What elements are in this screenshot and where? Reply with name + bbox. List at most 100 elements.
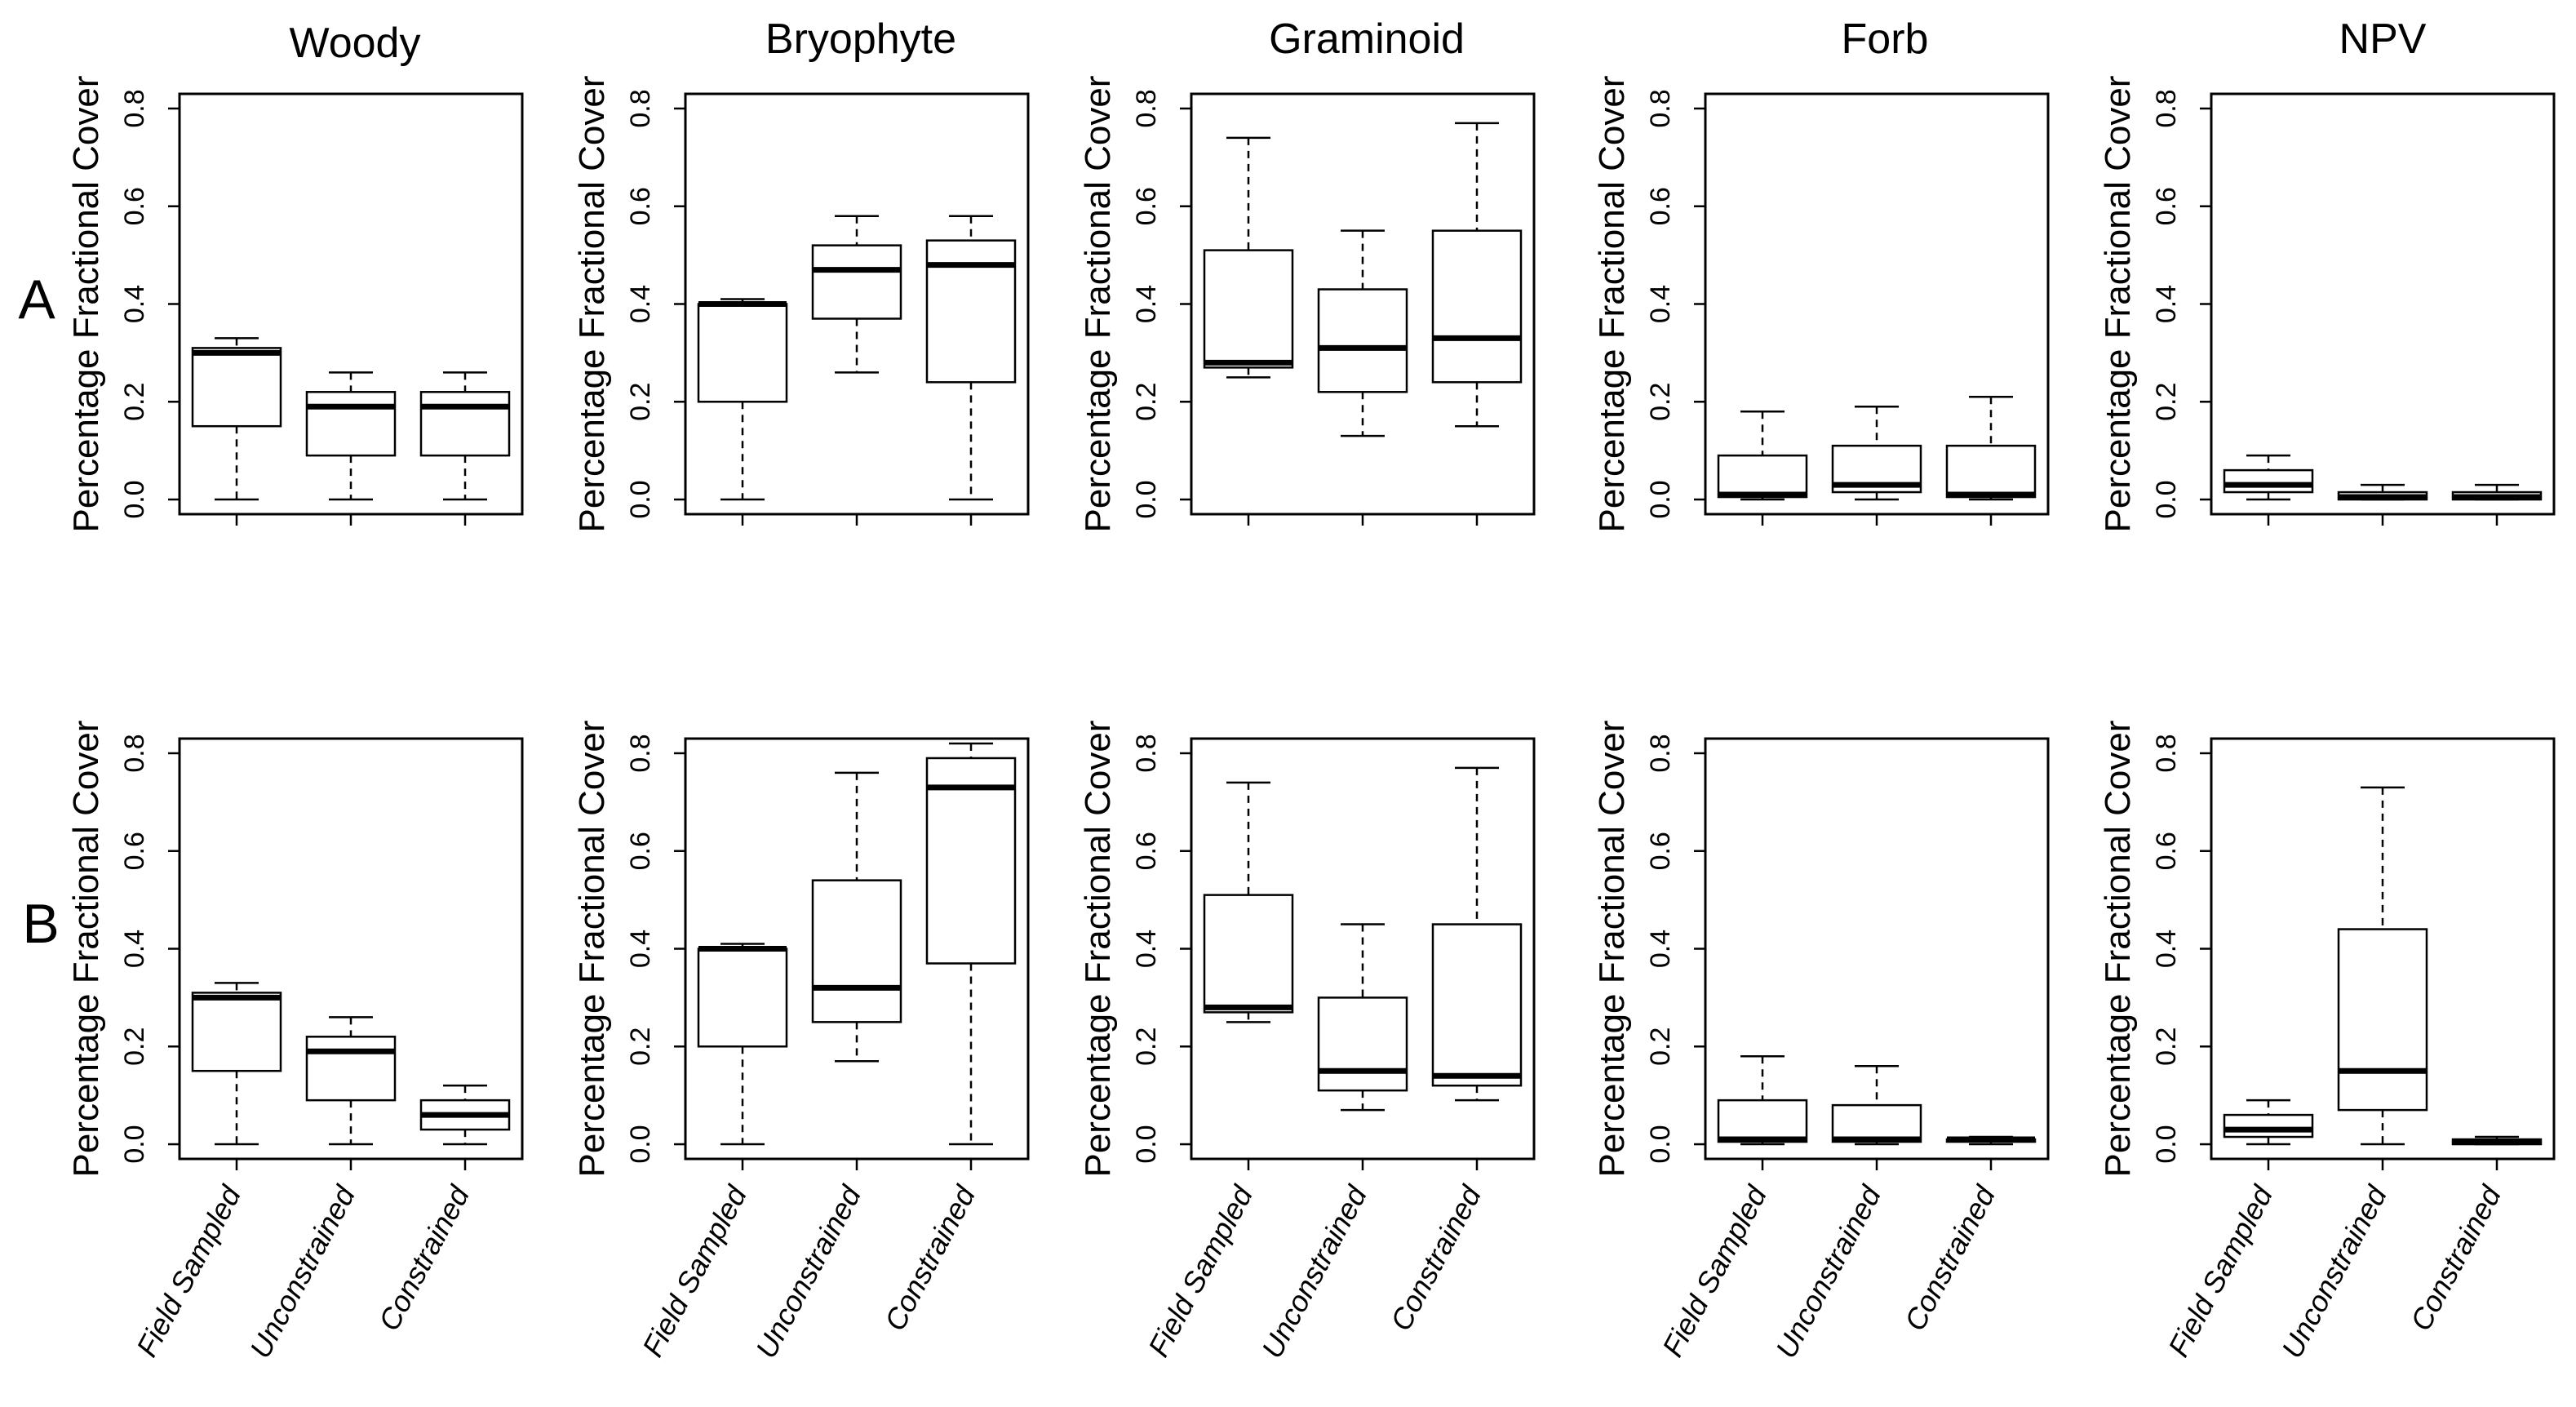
y-tick-label: 0.6 <box>1131 187 1162 225</box>
y-tick-label: 0.6 <box>119 187 150 225</box>
y-tick-label: 0.8 <box>1645 734 1676 772</box>
y-tick-label: 0.4 <box>625 285 656 323</box>
box-field-sampled <box>191 337 282 526</box>
x-category-label: Field Sampled <box>636 1180 754 1362</box>
y-tick-label: 0.8 <box>1131 89 1162 127</box>
y-tick-label: 0.8 <box>625 89 656 127</box>
x-category-label: Field Sampled <box>2161 1180 2280 1362</box>
iqr-box <box>1831 444 1922 494</box>
iqr-box <box>1203 894 1294 1014</box>
y-tick-label: 0.2 <box>1645 1028 1676 1066</box>
x-category-label: Field Sampled <box>1142 1180 1260 1362</box>
y-tick-label: 0.2 <box>2151 1028 2182 1066</box>
y-tick-label: 0.0 <box>119 1125 150 1163</box>
box-field-sampled <box>697 298 788 526</box>
panel-b-graminoid: 0.0 0.2 0.4 0.6 0.8 Percentage Fractional Cov… <box>1078 720 1536 1364</box>
y-tick-label: 0.4 <box>119 930 150 968</box>
x-category-label: Constrained <box>372 1180 477 1337</box>
y-tick-label: 0.2 <box>625 1028 656 1066</box>
panel-a-bryophyte: 0.0 0.2 0.4 0.6 0.8 Percentage Fractional Cov… <box>572 75 1030 533</box>
box-constrained: Constrained <box>1898 1135 2037 1336</box>
x-category-label: Constrained <box>2404 1180 2508 1337</box>
panel-a-woody: 0.0 0.2 0.4 0.6 0.8 Percentage Fractional Cov… <box>66 75 524 533</box>
y-axis-label: Percentage Fractional Cover <box>1078 720 1118 1177</box>
plot-frame <box>1190 92 1536 516</box>
box-constrained <box>419 371 511 526</box>
y-tick-label: 0.0 <box>1131 1125 1162 1163</box>
box-unconstrained <box>1831 406 1922 526</box>
y-tick-label: 0.6 <box>1131 832 1162 870</box>
row-label-a: A <box>18 269 55 331</box>
box-constrained <box>925 215 1017 526</box>
box-constrained <box>1945 396 2037 526</box>
panel-b-woody: 0.0 0.2 0.4 0.6 0.8 Percentage Fractional Cov… <box>66 720 524 1364</box>
panel-b-forb: 0.0 0.2 0.4 0.6 0.8 Percentage Fractional Cov… <box>1592 720 2050 1364</box>
y-tick-label: 0.0 <box>2151 1125 2182 1163</box>
box-unconstrained <box>811 215 902 526</box>
col-title-npv: NPV <box>2339 16 2427 63</box>
y-tick-label: 0.4 <box>1645 285 1676 323</box>
iqr-box <box>305 391 397 457</box>
y-tick-label: 0.4 <box>2151 930 2182 968</box>
box-constrained: Constrained <box>2404 1135 2543 1337</box>
y-tick-label: 0.0 <box>2151 480 2182 518</box>
iqr-box <box>811 879 902 1023</box>
y-axis-label: Percentage Fractional Cover <box>2098 75 2138 532</box>
y-tick-label: 0.0 <box>1645 480 1676 518</box>
y-axis-label: Percentage Fractional Cover <box>66 720 106 1177</box>
col-title-forb: Forb <box>1842 16 1929 63</box>
y-axis-label: Percentage Fractional Cover <box>1592 720 1632 1177</box>
y-tick-label: 0.4 <box>1131 285 1162 323</box>
x-category-label: Unconstrained <box>749 1180 868 1364</box>
y-tick-label: 0.4 <box>2151 285 2182 323</box>
column-titles: Woody Bryophyte Graminoid Forb NPV <box>290 16 2427 67</box>
x-category-label: Unconstrained <box>1769 1180 1888 1364</box>
iqr-box <box>2223 468 2314 494</box>
y-tick-label: 0.0 <box>625 1125 656 1163</box>
box-unconstrained <box>1317 229 1408 526</box>
y-tick-label: 0.6 <box>1645 187 1676 225</box>
iqr-box <box>1203 249 1294 369</box>
x-category-label: Constrained <box>878 1180 982 1337</box>
iqr-box <box>2337 928 2428 1112</box>
y-tick-label: 0.2 <box>1645 383 1676 421</box>
iqr-box <box>1317 288 1408 393</box>
y-tick-label: 0.0 <box>119 480 150 518</box>
iqr-box <box>1431 923 1523 1087</box>
x-category-label: Unconstrained <box>2275 1180 2394 1364</box>
y-tick-label: 0.6 <box>625 187 656 225</box>
iqr-box <box>1431 229 1523 384</box>
row-label-b: B <box>22 893 59 955</box>
y-tick-label: 0.8 <box>1645 89 1676 127</box>
y-axis-label: Percentage Fractional Cover <box>1078 75 1118 532</box>
col-title-graminoid: Graminoid <box>1269 16 1465 63</box>
x-category-label: Constrained <box>1384 1180 1488 1337</box>
y-tick-label: 0.4 <box>1131 930 1162 968</box>
y-tick-label: 0.8 <box>2151 734 2182 772</box>
iqr-box <box>305 1036 397 1102</box>
y-tick-label: 0.4 <box>625 930 656 968</box>
y-tick-label: 0.2 <box>625 383 656 421</box>
y-tick-label: 0.2 <box>1131 1028 1162 1066</box>
iqr-box <box>925 239 1017 384</box>
row-labels: A B <box>18 269 59 955</box>
panels: 0.0 0.2 0.4 0.6 0.8 Percentage Fractional Cov… <box>66 75 2556 1364</box>
iqr-box <box>2223 1113 2314 1138</box>
panel-b-bryophyte: 0.0 0.2 0.4 0.6 0.8 Percentage Fractional Cov… <box>572 720 1030 1364</box>
y-tick-label: 0.2 <box>119 383 150 421</box>
plot-frame <box>178 737 524 1161</box>
panel-b-npv: 0.0 0.2 0.4 0.6 0.8 Percentage Fractional Cov… <box>2098 720 2556 1364</box>
iqr-box <box>811 244 902 320</box>
y-axis-label: Percentage Fractional Cover <box>572 75 612 532</box>
x-category-label: Unconstrained <box>243 1180 362 1364</box>
y-tick-label: 0.6 <box>119 832 150 870</box>
y-axis-label: Percentage Fractional Cover <box>2098 720 2138 1177</box>
plot-frame <box>2210 737 2556 1161</box>
x-category-label: Unconstrained <box>1255 1180 1374 1364</box>
y-tick-label: 0.6 <box>2151 187 2182 225</box>
iqr-box <box>419 391 511 457</box>
iqr-box <box>191 347 282 428</box>
box-constrained <box>2451 483 2543 526</box>
y-tick-label: 0.8 <box>119 734 150 772</box>
